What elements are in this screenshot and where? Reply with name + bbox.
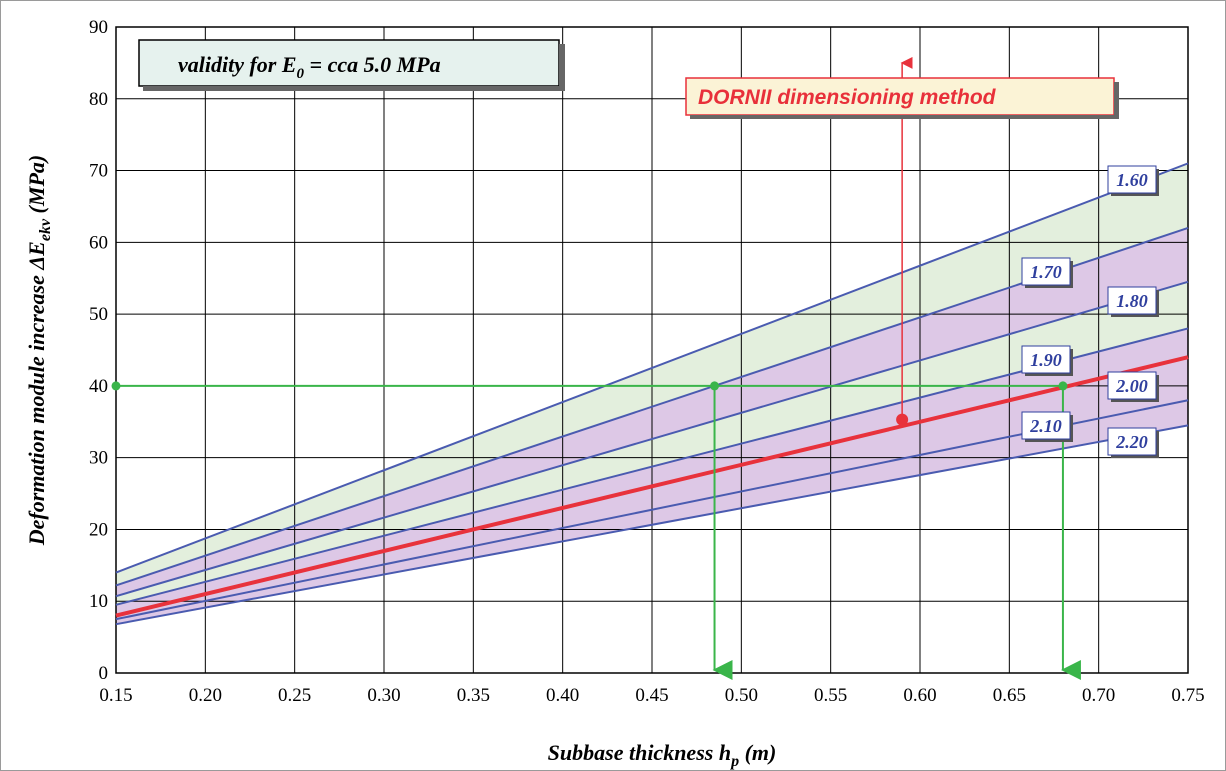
x-tick-label: 0.35 xyxy=(457,685,490,706)
method-label-text: DORNII dimensioning method xyxy=(698,86,997,109)
series-label-text: 1.90 xyxy=(1030,350,1062,370)
guide-point-0 xyxy=(111,381,121,391)
x-tick-label: 0.45 xyxy=(635,685,668,706)
y-tick-label: 90 xyxy=(89,17,108,38)
x-tick-label: 0.30 xyxy=(367,685,400,706)
x-tick-label: 0.40 xyxy=(546,685,579,706)
y-tick-label: 60 xyxy=(89,232,108,253)
series-label-box xyxy=(1107,286,1157,315)
y-tick-label: 10 xyxy=(89,591,108,612)
y-tick-label: 20 xyxy=(89,519,108,540)
series-label-text: 1.80 xyxy=(1116,291,1148,311)
validity-note: validity for E0 = cca 5.0 MPa xyxy=(138,39,565,91)
y-tick-label: 50 xyxy=(89,304,108,325)
chart-grid xyxy=(115,26,1189,674)
y-axis-title: Deformation module increase ΔEekv (MPa) xyxy=(24,155,54,546)
series-line-1-90 xyxy=(115,327,1189,606)
series-label-2-10: 2.10 xyxy=(1021,411,1073,442)
series-label-box xyxy=(1021,257,1071,286)
method-label: DORNII dimensioning method xyxy=(685,77,1119,119)
series-label-text: 2.20 xyxy=(1115,432,1148,452)
series-line-2-20 xyxy=(115,424,1189,626)
series-label-box xyxy=(1107,165,1157,194)
series-label-text: 2.10 xyxy=(1029,416,1062,436)
x-tick-label: 0.50 xyxy=(725,685,758,706)
x-axis-title: Subbase thickness hp (m) xyxy=(548,740,777,770)
y-tick-label: 40 xyxy=(89,376,108,397)
series-label-text: 1.70 xyxy=(1030,262,1062,282)
series-label-box xyxy=(1107,371,1157,400)
series-label-2-00: 2.00 xyxy=(1107,371,1159,402)
series-label-1-60: 1.60 xyxy=(1107,165,1159,196)
x-tick-label: 0.20 xyxy=(189,685,222,706)
series-line-2-10 xyxy=(115,399,1189,621)
x-tick-label: 0.75 xyxy=(1171,685,1204,706)
series-label-2-20: 2.20 xyxy=(1107,427,1159,458)
series-label-box xyxy=(1107,427,1157,456)
x-tick-label: 0.25 xyxy=(278,685,311,706)
series-label-1-80: 1.80 xyxy=(1107,286,1159,317)
series-label-box xyxy=(1021,411,1071,440)
series-label-1-90: 1.90 xyxy=(1021,345,1073,376)
y-tick-label: 70 xyxy=(89,161,108,182)
chart-series xyxy=(115,162,1189,626)
chart-ticks: 0.15 0.20 0.25 0.30 0.35 0.40 0.45 0.50 0.55 0.60… xyxy=(89,17,1205,706)
x-tick-label: 0.55 xyxy=(814,685,847,706)
x-tick-label: 0.60 xyxy=(903,685,936,706)
series-line-1-80 xyxy=(115,280,1189,598)
series-label-text: 1.60 xyxy=(1116,170,1148,190)
guide-point-2 xyxy=(1058,381,1068,391)
plot-border xyxy=(115,26,1189,674)
series-line-1-70 xyxy=(115,227,1189,587)
series-line-2-00 xyxy=(115,355,1189,618)
series-label-text: 2.00 xyxy=(1115,376,1148,396)
x-tick-label: 0.70 xyxy=(1082,685,1115,706)
y-tick-label: 0 xyxy=(99,663,109,684)
x-tick-label: 0.15 xyxy=(99,685,132,706)
method-point xyxy=(896,413,909,426)
x-tick-label: 0.65 xyxy=(993,685,1026,706)
series-label-box xyxy=(1021,345,1071,374)
y-tick-label: 30 xyxy=(89,448,108,469)
chart-series-labels: 1.60 1.70 1.80 1.90 2.00 2.10 2.20 xyxy=(1021,165,1159,458)
y-tick-label: 80 xyxy=(89,89,108,110)
series-line-1-60 xyxy=(115,162,1189,574)
validity-note-text: validity for E0 = cca 5.0 MPa xyxy=(178,52,441,82)
series-label-1-70: 1.70 xyxy=(1021,257,1073,288)
guide-point-1 xyxy=(710,381,720,391)
